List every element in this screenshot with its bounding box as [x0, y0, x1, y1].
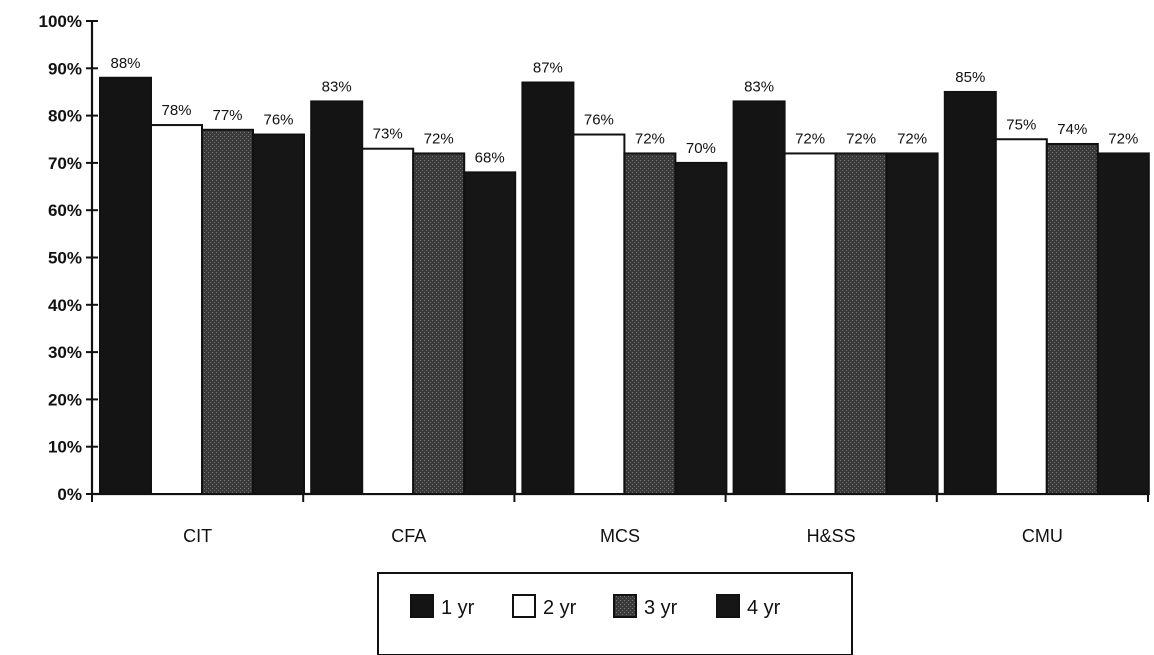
bar-3yr-cit [201, 128, 254, 495]
data-label: 76% [584, 112, 614, 129]
x-category-label: CMU [1022, 526, 1063, 546]
bar-1yr-mcs [521, 81, 575, 496]
x-category-label: CFA [391, 526, 426, 546]
bar-4yr-mcs [674, 161, 728, 495]
data-label: 83% [322, 78, 352, 95]
data-label: 78% [161, 102, 191, 119]
bar-3yr-cmu [1045, 142, 1099, 495]
data-label: 72% [795, 130, 825, 147]
y-tick-label: 10% [48, 438, 82, 457]
y-tick-label: 30% [48, 343, 82, 362]
data-label: 76% [263, 112, 293, 129]
y-tick-label: 40% [48, 296, 82, 315]
data-label: 73% [373, 126, 403, 143]
legend-label: 3 yr [644, 597, 678, 619]
y-tick-label: 70% [48, 154, 82, 173]
data-label: 77% [212, 107, 242, 124]
legend-label: 2 yr [543, 597, 577, 619]
bar-3yr-mcs [623, 152, 677, 495]
bar-4yr-cmu [1096, 152, 1150, 495]
data-label: 75% [1006, 116, 1036, 133]
y-tick-label: 20% [48, 390, 82, 409]
bar-1yr-hss [732, 100, 786, 495]
data-labels: 88% 83% 87% 83% 85% 78% 73% 76% 72% 75% 77% 72% 72% 7… [110, 55, 1138, 167]
data-label: 87% [533, 59, 563, 76]
data-label: 70% [686, 140, 716, 157]
bar-2yr-mcs [572, 133, 626, 496]
data-label: 85% [955, 69, 985, 86]
bars [99, 76, 1150, 496]
data-label: 88% [110, 55, 140, 72]
data-label: 83% [744, 78, 774, 95]
bar-4yr-hss [885, 152, 939, 495]
legend-swatch [512, 594, 536, 618]
y-tick-label: 60% [48, 201, 82, 220]
data-label: 68% [475, 149, 505, 166]
bar-2yr-cmu [994, 138, 1048, 495]
data-label: 72% [897, 130, 927, 147]
legend-swatch [613, 594, 637, 618]
bar-2yr-cit [150, 124, 203, 495]
x-category-label: H&SS [807, 526, 856, 546]
data-label: 72% [1108, 130, 1138, 147]
data-label: 72% [424, 130, 454, 147]
bar-1yr-cit [99, 76, 152, 495]
legend-label: 1 yr [441, 597, 475, 619]
legend: 1 yr 2 yr 3 yr 4 yr [377, 572, 853, 655]
legend-swatch [716, 594, 740, 618]
y-tick-label: 90% [48, 59, 82, 78]
axes: 0% 10% 20% 30% 40% 50% 60% 70% 80% 90% 100% CIT CFA M… [39, 12, 1149, 546]
bar-2yr-cfa [361, 147, 415, 496]
legend-swatch [410, 594, 434, 618]
y-tick-label: 50% [48, 249, 82, 268]
y-tick-label: 80% [48, 107, 82, 126]
data-label: 72% [846, 130, 876, 147]
legend-label: 4 yr [747, 597, 781, 619]
bar-4yr-cfa [463, 171, 517, 496]
bar-3yr-cfa [412, 152, 466, 495]
bar-1yr-cfa [310, 100, 364, 495]
bar-3yr-hss [834, 152, 888, 495]
bar-1yr-cmu [943, 90, 997, 495]
bar-2yr-hss [783, 152, 837, 495]
bar-4yr-cit [252, 133, 305, 496]
y-tick-label: 0% [57, 485, 82, 504]
data-label: 74% [1057, 121, 1087, 138]
data-label: 72% [635, 130, 665, 147]
y-tick-label: 100% [39, 12, 82, 31]
x-category-label: MCS [600, 526, 640, 546]
x-category-label: CIT [183, 526, 212, 546]
